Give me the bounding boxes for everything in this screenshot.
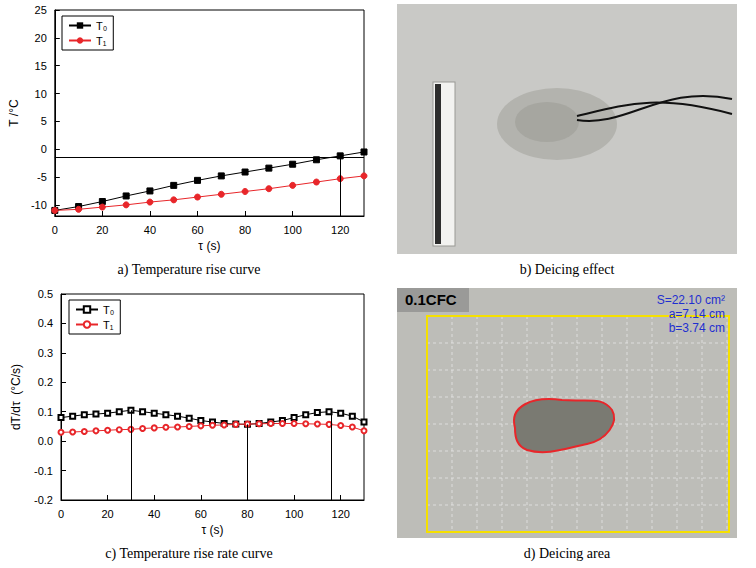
- svg-text:T /°C: T /°C: [7, 99, 21, 127]
- svg-text:0: 0: [58, 508, 64, 520]
- svg-text:-5: -5: [37, 171, 47, 183]
- html-text:c) Temperature rise rate curve: c) Temperature rise rate curve: [105, 546, 273, 561]
- svg-text:0: 0: [41, 143, 47, 155]
- svg-text:120: 120: [332, 508, 350, 520]
- svg-text:-10: -10: [31, 199, 47, 211]
- svg-text:T₀: T₀: [96, 20, 107, 32]
- svg-text:S=22.10 cm²: S=22.10 cm²: [657, 293, 725, 307]
- svg-text:20: 20: [101, 508, 113, 520]
- html-text:d) Deicing area: d) Deicing area: [523, 546, 611, 561]
- svg-text:-0.1: -0.1: [34, 465, 53, 477]
- svg-text:5: 5: [41, 115, 47, 127]
- svg-text:0.5: 0.5: [38, 288, 53, 300]
- svg-text:T₁: T₁: [103, 319, 114, 331]
- svg-text:60: 60: [191, 224, 203, 236]
- html-text:a) Temperature rise curve: a) Temperature rise curve: [117, 262, 261, 277]
- svg-text:τ (s): τ (s): [201, 523, 223, 537]
- svg-text:20: 20: [35, 32, 47, 44]
- svg-text:-0.2: -0.2: [34, 494, 53, 506]
- svg-text:T₁: T₁: [96, 35, 107, 47]
- svg-text:25: 25: [35, 4, 47, 16]
- svg-text:10: 10: [35, 88, 47, 100]
- svg-text:0.2: 0.2: [38, 376, 53, 388]
- svg-text:T₀: T₀: [103, 304, 114, 316]
- svg-text:0.4: 0.4: [38, 317, 53, 329]
- svg-text:τ (s): τ (s): [198, 239, 220, 253]
- svg-text:0.3: 0.3: [38, 347, 53, 359]
- svg-text:40: 40: [144, 224, 156, 236]
- svg-text:20: 20: [96, 224, 108, 236]
- html-text:b) Deicing effect: b) Deicing effect: [519, 262, 615, 277]
- svg-text:0: 0: [52, 224, 58, 236]
- svg-text:b=3.74 cm: b=3.74 cm: [669, 321, 725, 335]
- svg-text:a=7.14 cm: a=7.14 cm: [669, 307, 725, 321]
- svg-text:0.1CFC: 0.1CFC: [405, 291, 457, 308]
- svg-text:120: 120: [331, 224, 349, 236]
- svg-text:40: 40: [148, 508, 160, 520]
- svg-text:100: 100: [283, 224, 301, 236]
- svg-text:15: 15: [35, 60, 47, 72]
- svg-text:0.1: 0.1: [38, 406, 53, 418]
- svg-text:80: 80: [241, 508, 253, 520]
- svg-text:0.0: 0.0: [38, 435, 53, 447]
- svg-text:80: 80: [239, 224, 251, 236]
- svg-text:dT/dτ (°C/s): dT/dτ (°C/s): [9, 364, 23, 430]
- svg-text:60: 60: [195, 508, 207, 520]
- svg-text:100: 100: [285, 508, 303, 520]
